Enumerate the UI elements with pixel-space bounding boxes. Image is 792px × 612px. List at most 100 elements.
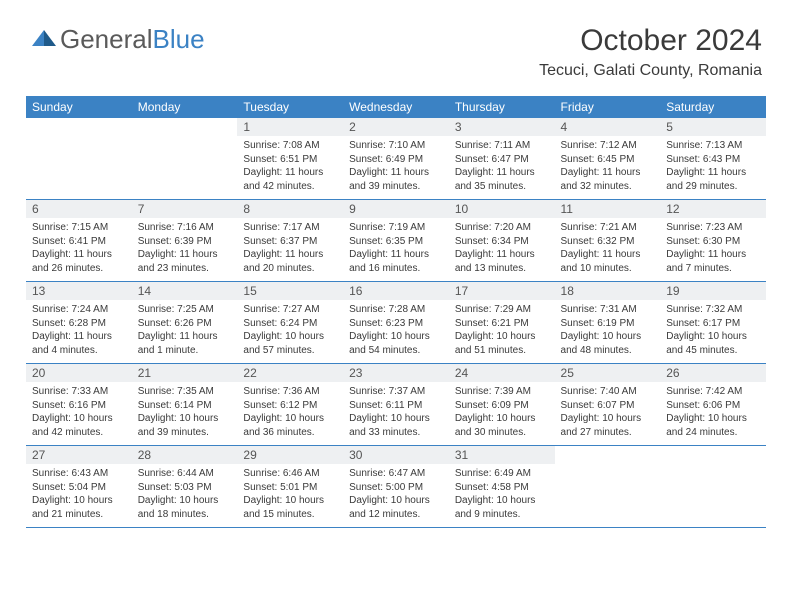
daylight-text: Daylight: 11 hours and 7 minutes. xyxy=(666,248,760,275)
sunset-text: Sunset: 6:14 PM xyxy=(138,399,232,413)
sunset-text: Sunset: 6:32 PM xyxy=(561,235,655,249)
calendar-cell: 2Sunrise: 7:10 AMSunset: 6:49 PMDaylight… xyxy=(343,118,449,200)
day-header: Monday xyxy=(132,96,238,118)
daylight-text: Daylight: 10 hours and 15 minutes. xyxy=(243,494,337,521)
sunrise-text: Sunrise: 7:16 AM xyxy=(138,221,232,235)
day-number: 20 xyxy=(26,364,132,382)
sunrise-text: Sunrise: 7:11 AM xyxy=(455,139,549,153)
daylight-text: Daylight: 11 hours and 16 minutes. xyxy=(349,248,443,275)
day-body: Sunrise: 7:29 AMSunset: 6:21 PMDaylight:… xyxy=(449,300,555,363)
calendar-week: 20Sunrise: 7:33 AMSunset: 6:16 PMDayligh… xyxy=(26,364,766,446)
sunrise-text: Sunrise: 7:20 AM xyxy=(455,221,549,235)
day-number: 15 xyxy=(237,282,343,300)
sunrise-text: Sunrise: 7:17 AM xyxy=(243,221,337,235)
day-number: 16 xyxy=(343,282,449,300)
calendar-cell: 26Sunrise: 7:42 AMSunset: 6:06 PMDayligh… xyxy=(660,364,766,446)
sunset-text: Sunset: 6:11 PM xyxy=(349,399,443,413)
sunrise-text: Sunrise: 7:28 AM xyxy=(349,303,443,317)
sunset-text: Sunset: 6:28 PM xyxy=(32,317,126,331)
sunrise-text: Sunrise: 6:43 AM xyxy=(32,467,126,481)
day-number xyxy=(660,446,766,464)
sunset-text: Sunset: 6:12 PM xyxy=(243,399,337,413)
calendar-cell: 27Sunrise: 6:43 AMSunset: 5:04 PMDayligh… xyxy=(26,446,132,528)
sunrise-text: Sunrise: 7:10 AM xyxy=(349,139,443,153)
sunset-text: Sunset: 6:17 PM xyxy=(666,317,760,331)
day-header: Saturday xyxy=(660,96,766,118)
day-body: Sunrise: 7:40 AMSunset: 6:07 PMDaylight:… xyxy=(555,382,661,445)
calendar-cell: 15Sunrise: 7:27 AMSunset: 6:24 PMDayligh… xyxy=(237,282,343,364)
sunset-text: Sunset: 6:21 PM xyxy=(455,317,549,331)
calendar-cell: 29Sunrise: 6:46 AMSunset: 5:01 PMDayligh… xyxy=(237,446,343,528)
calendar-cell: 20Sunrise: 7:33 AMSunset: 6:16 PMDayligh… xyxy=(26,364,132,446)
daylight-text: Daylight: 10 hours and 12 minutes. xyxy=(349,494,443,521)
sunrise-text: Sunrise: 7:21 AM xyxy=(561,221,655,235)
calendar-cell: 7Sunrise: 7:16 AMSunset: 6:39 PMDaylight… xyxy=(132,200,238,282)
day-body: Sunrise: 7:27 AMSunset: 6:24 PMDaylight:… xyxy=(237,300,343,363)
sunrise-text: Sunrise: 7:08 AM xyxy=(243,139,337,153)
daylight-text: Daylight: 10 hours and 21 minutes. xyxy=(32,494,126,521)
logo-text: GeneralBlue xyxy=(60,24,205,55)
calendar-cell: 25Sunrise: 7:40 AMSunset: 6:07 PMDayligh… xyxy=(555,364,661,446)
day-header: Sunday xyxy=(26,96,132,118)
day-body: Sunrise: 7:33 AMSunset: 6:16 PMDaylight:… xyxy=(26,382,132,445)
calendar-cell xyxy=(26,118,132,200)
daylight-text: Daylight: 11 hours and 20 minutes. xyxy=(243,248,337,275)
calendar-cell: 21Sunrise: 7:35 AMSunset: 6:14 PMDayligh… xyxy=(132,364,238,446)
sunrise-text: Sunrise: 7:37 AM xyxy=(349,385,443,399)
daylight-text: Daylight: 10 hours and 24 minutes. xyxy=(666,412,760,439)
sunrise-text: Sunrise: 7:25 AM xyxy=(138,303,232,317)
sunrise-text: Sunrise: 6:49 AM xyxy=(455,467,549,481)
daylight-text: Daylight: 11 hours and 35 minutes. xyxy=(455,166,549,193)
sunset-text: Sunset: 5:03 PM xyxy=(138,481,232,495)
calendar-cell: 3Sunrise: 7:11 AMSunset: 6:47 PMDaylight… xyxy=(449,118,555,200)
day-number xyxy=(26,118,132,136)
sunrise-text: Sunrise: 7:29 AM xyxy=(455,303,549,317)
daylight-text: Daylight: 10 hours and 54 minutes. xyxy=(349,330,443,357)
sunrise-text: Sunrise: 7:36 AM xyxy=(243,385,337,399)
sunset-text: Sunset: 5:04 PM xyxy=(32,481,126,495)
calendar-week: 13Sunrise: 7:24 AMSunset: 6:28 PMDayligh… xyxy=(26,282,766,364)
calendar-cell: 31Sunrise: 6:49 AMSunset: 4:58 PMDayligh… xyxy=(449,446,555,528)
sunrise-text: Sunrise: 7:32 AM xyxy=(666,303,760,317)
sunset-text: Sunset: 6:06 PM xyxy=(666,399,760,413)
sunrise-text: Sunrise: 7:35 AM xyxy=(138,385,232,399)
calendar-cell: 1Sunrise: 7:08 AMSunset: 6:51 PMDaylight… xyxy=(237,118,343,200)
day-number: 23 xyxy=(343,364,449,382)
day-number: 25 xyxy=(555,364,661,382)
day-header: Thursday xyxy=(449,96,555,118)
day-header: Friday xyxy=(555,96,661,118)
calendar-body: 1Sunrise: 7:08 AMSunset: 6:51 PMDaylight… xyxy=(26,118,766,528)
day-number: 13 xyxy=(26,282,132,300)
day-body: Sunrise: 7:25 AMSunset: 6:26 PMDaylight:… xyxy=(132,300,238,363)
sunset-text: Sunset: 6:39 PM xyxy=(138,235,232,249)
day-body: Sunrise: 7:21 AMSunset: 6:32 PMDaylight:… xyxy=(555,218,661,281)
day-body: Sunrise: 7:39 AMSunset: 6:09 PMDaylight:… xyxy=(449,382,555,445)
daylight-text: Daylight: 10 hours and 42 minutes. xyxy=(32,412,126,439)
logo-text-gray: General xyxy=(60,24,153,54)
daylight-text: Daylight: 10 hours and 33 minutes. xyxy=(349,412,443,439)
calendar-cell: 14Sunrise: 7:25 AMSunset: 6:26 PMDayligh… xyxy=(132,282,238,364)
daylight-text: Daylight: 11 hours and 1 minute. xyxy=(138,330,232,357)
day-number: 2 xyxy=(343,118,449,136)
calendar-cell xyxy=(132,118,238,200)
day-number: 14 xyxy=(132,282,238,300)
sunrise-text: Sunrise: 7:27 AM xyxy=(243,303,337,317)
daylight-text: Daylight: 11 hours and 42 minutes. xyxy=(243,166,337,193)
daylight-text: Daylight: 11 hours and 13 minutes. xyxy=(455,248,549,275)
day-number: 29 xyxy=(237,446,343,464)
day-number: 12 xyxy=(660,200,766,218)
sunset-text: Sunset: 5:00 PM xyxy=(349,481,443,495)
day-body: Sunrise: 7:16 AMSunset: 6:39 PMDaylight:… xyxy=(132,218,238,281)
daylight-text: Daylight: 10 hours and 51 minutes. xyxy=(455,330,549,357)
sunrise-text: Sunrise: 7:40 AM xyxy=(561,385,655,399)
sunrise-text: Sunrise: 7:23 AM xyxy=(666,221,760,235)
day-body: Sunrise: 7:20 AMSunset: 6:34 PMDaylight:… xyxy=(449,218,555,281)
day-number: 6 xyxy=(26,200,132,218)
calendar-cell: 6Sunrise: 7:15 AMSunset: 6:41 PMDaylight… xyxy=(26,200,132,282)
day-number: 18 xyxy=(555,282,661,300)
calendar-cell: 13Sunrise: 7:24 AMSunset: 6:28 PMDayligh… xyxy=(26,282,132,364)
sunrise-text: Sunrise: 7:19 AM xyxy=(349,221,443,235)
day-header: Wednesday xyxy=(343,96,449,118)
day-header: Tuesday xyxy=(237,96,343,118)
sunset-text: Sunset: 6:23 PM xyxy=(349,317,443,331)
